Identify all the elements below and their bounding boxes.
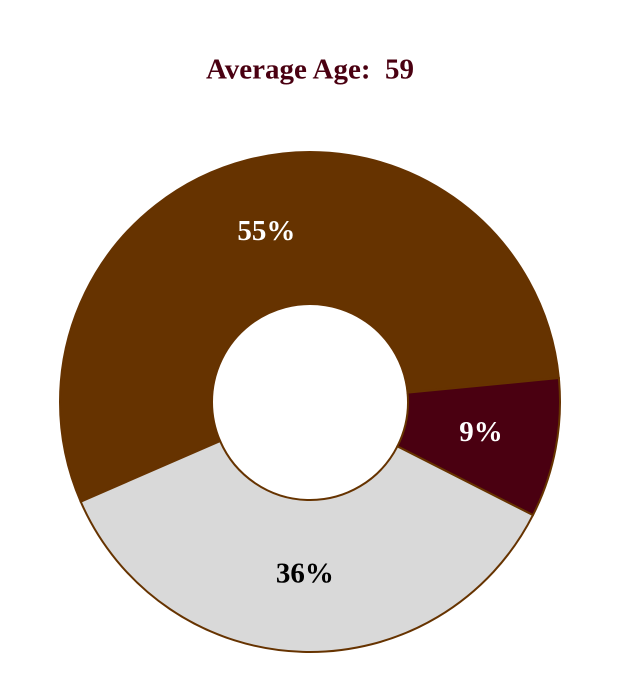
data-label: 55% <box>237 215 295 247</box>
chart-title: Average Age: 59 <box>206 54 414 86</box>
donut-slice <box>79 439 535 653</box>
data-label: 36% <box>276 558 334 590</box>
donut-slice <box>59 151 560 504</box>
data-label: 9% <box>459 416 503 448</box>
